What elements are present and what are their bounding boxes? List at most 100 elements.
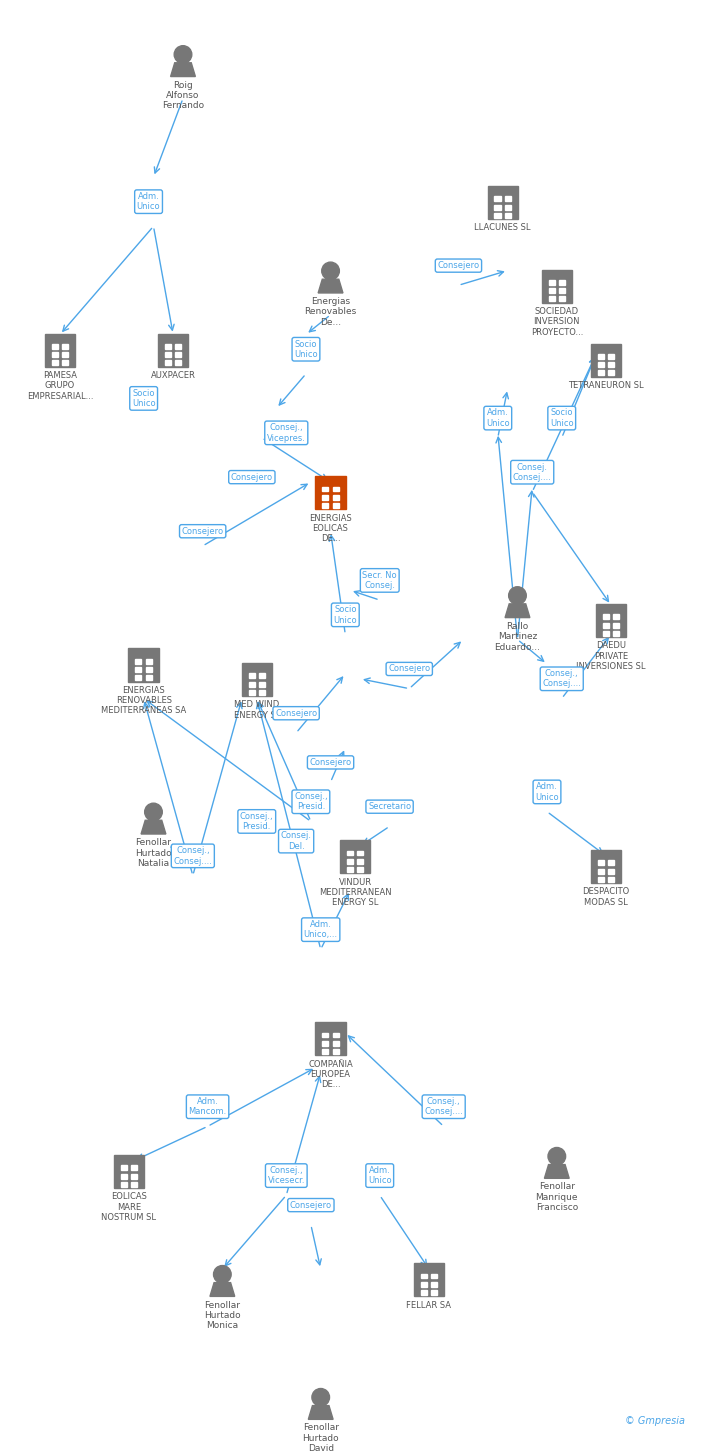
- Circle shape: [548, 1148, 566, 1165]
- Text: Fenollar
Hurtado
David: Fenollar Hurtado David: [302, 1423, 339, 1454]
- Text: Fenollar
Hurtado
Monica: Fenollar Hurtado Monica: [204, 1301, 241, 1330]
- FancyBboxPatch shape: [315, 1023, 346, 1055]
- Text: Socio
Unico: Socio Unico: [294, 339, 317, 359]
- FancyBboxPatch shape: [242, 663, 272, 697]
- Bar: [559, 297, 565, 301]
- Text: Rallo
Martinez
Eduardo...: Rallo Martinez Eduardo...: [494, 621, 540, 652]
- Text: Socio
Unico: Socio Unico: [132, 388, 156, 407]
- Polygon shape: [545, 1164, 569, 1179]
- Bar: [333, 1049, 339, 1053]
- Bar: [121, 1165, 127, 1170]
- Bar: [603, 623, 609, 627]
- Bar: [333, 486, 339, 492]
- Bar: [175, 343, 181, 349]
- Text: COMPAÑIA
EUROPEA
DE...: COMPAÑIA EUROPEA DE...: [308, 1059, 353, 1090]
- Bar: [549, 288, 555, 292]
- Bar: [559, 288, 565, 292]
- FancyBboxPatch shape: [414, 1263, 444, 1296]
- Bar: [52, 361, 58, 365]
- Text: VINDUR
MEDITERRANEAN
ENERGY SL: VINDUR MEDITERRANEAN ENERGY SL: [319, 877, 392, 908]
- Bar: [259, 682, 265, 687]
- Text: Consejero: Consejero: [275, 709, 317, 717]
- Polygon shape: [309, 1406, 333, 1420]
- FancyBboxPatch shape: [591, 850, 621, 883]
- Text: TETRANEURON SL: TETRANEURON SL: [568, 381, 644, 390]
- Text: Consej.,
Consej....: Consej., Consej....: [424, 1097, 463, 1116]
- Text: Adm.
Unico: Adm. Unico: [486, 409, 510, 428]
- Text: Consej.,
Consej....: Consej., Consej....: [542, 669, 581, 688]
- Bar: [613, 614, 620, 620]
- Text: Consej.,
Vicesecr.: Consej., Vicesecr.: [267, 1165, 305, 1186]
- Bar: [135, 666, 141, 672]
- Bar: [323, 1049, 328, 1053]
- Circle shape: [509, 586, 526, 604]
- Bar: [431, 1291, 438, 1295]
- Bar: [608, 869, 614, 873]
- Text: © Gmpresia: © Gmpresia: [625, 1416, 685, 1426]
- Text: DESPACITO
MODAS SL: DESPACITO MODAS SL: [582, 888, 630, 906]
- Bar: [175, 361, 181, 365]
- Text: ENERGIAS
RENOVABLES
MEDITERRANEAS SA: ENERGIAS RENOVABLES MEDITERRANEAS SA: [101, 685, 186, 716]
- Text: Secretario: Secretario: [368, 802, 411, 812]
- Circle shape: [145, 803, 162, 821]
- Polygon shape: [210, 1283, 234, 1296]
- Bar: [431, 1282, 438, 1286]
- Bar: [608, 354, 614, 359]
- Bar: [165, 343, 171, 349]
- Text: AUXPACER: AUXPACER: [151, 371, 196, 380]
- Circle shape: [174, 45, 191, 64]
- Text: Roig
Alfonso
Fernando: Roig Alfonso Fernando: [162, 80, 204, 111]
- Bar: [613, 631, 620, 636]
- Circle shape: [213, 1266, 232, 1283]
- FancyBboxPatch shape: [114, 1155, 144, 1189]
- Bar: [603, 614, 609, 620]
- Text: Socio
Unico: Socio Unico: [550, 409, 574, 428]
- Bar: [165, 352, 171, 356]
- Polygon shape: [170, 63, 195, 77]
- Bar: [598, 860, 604, 866]
- Text: Consej.
Del.: Consej. Del.: [280, 831, 312, 851]
- Bar: [121, 1174, 127, 1179]
- Bar: [421, 1291, 427, 1295]
- Bar: [608, 877, 614, 882]
- FancyBboxPatch shape: [315, 476, 346, 509]
- Polygon shape: [505, 604, 530, 617]
- Bar: [121, 1181, 127, 1187]
- Bar: [549, 279, 555, 285]
- Bar: [248, 682, 255, 687]
- Text: DAEDU
PRIVATE
INVERSIONES SL: DAEDU PRIVATE INVERSIONES SL: [576, 642, 646, 671]
- Bar: [146, 659, 152, 663]
- Bar: [347, 867, 353, 872]
- Bar: [131, 1165, 137, 1170]
- Bar: [494, 205, 501, 210]
- Text: MED WIND
ENERGY SL: MED WIND ENERGY SL: [234, 700, 280, 720]
- Bar: [357, 851, 363, 856]
- Bar: [259, 674, 265, 678]
- FancyBboxPatch shape: [45, 333, 75, 367]
- Bar: [357, 867, 363, 872]
- Bar: [62, 352, 68, 356]
- Bar: [494, 212, 501, 218]
- Text: Adm.
Unico: Adm. Unico: [535, 783, 559, 802]
- Bar: [347, 858, 353, 864]
- Bar: [52, 343, 58, 349]
- Bar: [333, 1033, 339, 1037]
- Bar: [505, 196, 511, 201]
- Text: Consejero: Consejero: [181, 527, 223, 535]
- Text: Adm.
Mancom.: Adm. Mancom.: [189, 1097, 226, 1116]
- Bar: [323, 503, 328, 508]
- Bar: [333, 495, 339, 499]
- Text: Consejero: Consejero: [290, 1200, 332, 1209]
- Bar: [559, 279, 565, 285]
- Bar: [505, 212, 511, 218]
- Text: Adm.
Unico: Adm. Unico: [368, 1165, 392, 1186]
- FancyBboxPatch shape: [128, 649, 159, 681]
- Text: Fenollar
Hurtado
Natalia: Fenollar Hurtado Natalia: [135, 838, 172, 869]
- FancyBboxPatch shape: [488, 186, 518, 220]
- Bar: [598, 869, 604, 873]
- Bar: [146, 675, 152, 679]
- Text: EOLICAS
MARE
NOSTRUM SL: EOLICAS MARE NOSTRUM SL: [101, 1192, 157, 1222]
- Text: PAMESA
GRUPO
EMPRESARIAL...: PAMESA GRUPO EMPRESARIAL...: [27, 371, 93, 400]
- Text: SOCIEDAD
INVERSION
PROYECTO...: SOCIEDAD INVERSION PROYECTO...: [531, 307, 583, 336]
- Text: Consej.,
Vicepres.: Consej., Vicepres.: [267, 423, 306, 442]
